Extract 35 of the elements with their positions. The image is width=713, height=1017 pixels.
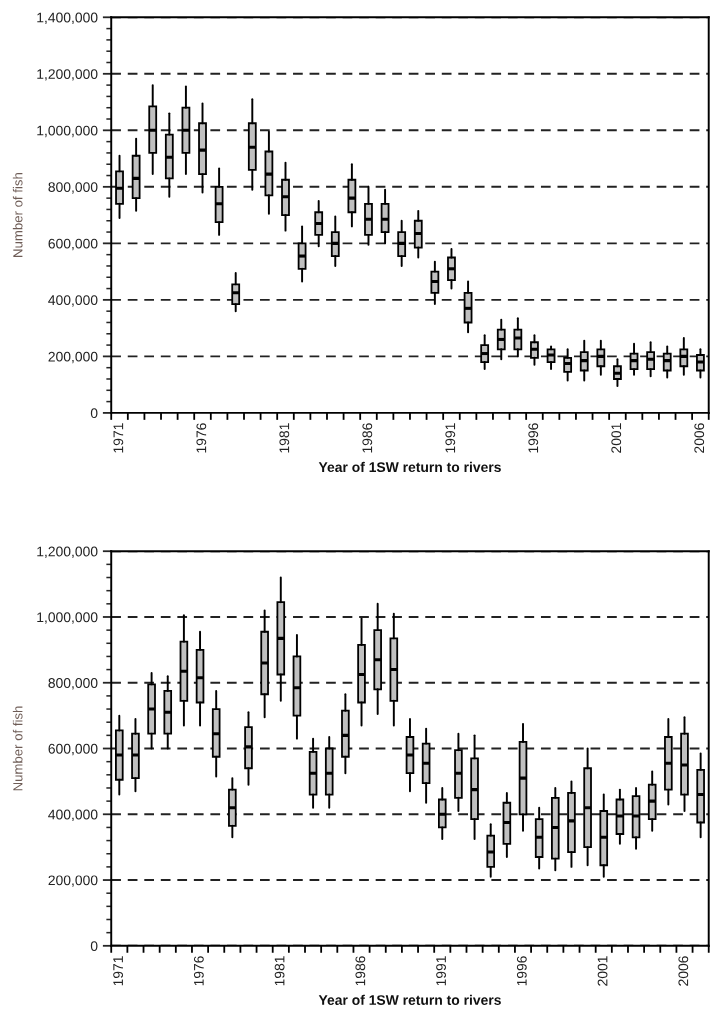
x-tick-label: 2006 (678, 956, 689, 986)
x-tick-label: 1976 (193, 956, 204, 986)
y-tick-label: 600,000 (48, 238, 98, 251)
y-tick-label: 0 (90, 941, 98, 951)
x-tick-label: 1971 (113, 956, 124, 986)
y-tick-label: 400,000 (48, 295, 98, 307)
x-tick-label: 1996 (528, 423, 539, 453)
x-tick-label: 1996 (516, 956, 527, 986)
y-tick-label: 200,000 (48, 875, 98, 887)
x-tick-label: 1981 (279, 423, 290, 453)
y-tick-label: 600,000 (48, 743, 98, 756)
x-axis-title: Year of 1SW return to rivers (318, 461, 501, 473)
x-tick-label: 2001 (597, 956, 608, 986)
x-tick-label: 1981 (274, 956, 285, 986)
x-tick-label: 1986 (355, 956, 366, 986)
x-tick-label: 1991 (445, 423, 456, 453)
x-axis-title: Year of 1SW return to rivers (318, 994, 501, 1005)
y-axis-title: Number of fish (12, 173, 23, 257)
x-tick-label: 1986 (362, 423, 373, 453)
y-tick-label: 0 (90, 408, 98, 419)
y-tick-label: 800,000 (48, 678, 98, 690)
y-tick-label: 1,200,000 (37, 546, 98, 559)
y-tick-label: 400,000 (48, 809, 98, 822)
y-tick-label: 1,200,000 (37, 69, 98, 81)
x-tick-label: 2006 (694, 423, 705, 453)
x-tick-label: 1976 (196, 423, 207, 453)
y-axis-title: Number of fish (12, 706, 23, 791)
x-tick-label: 1971 (113, 423, 124, 453)
x-tick-label: 1991 (436, 956, 446, 986)
y-tick-label: 1,000,000 (37, 612, 98, 624)
y-tick-label: 1,400,000 (37, 12, 98, 25)
y-tick-label: 1,000,000 (37, 125, 98, 138)
x-tick-label: 2001 (611, 423, 622, 453)
y-tick-label: 800,000 (48, 182, 98, 194)
y-tick-label: 200,000 (48, 351, 98, 364)
